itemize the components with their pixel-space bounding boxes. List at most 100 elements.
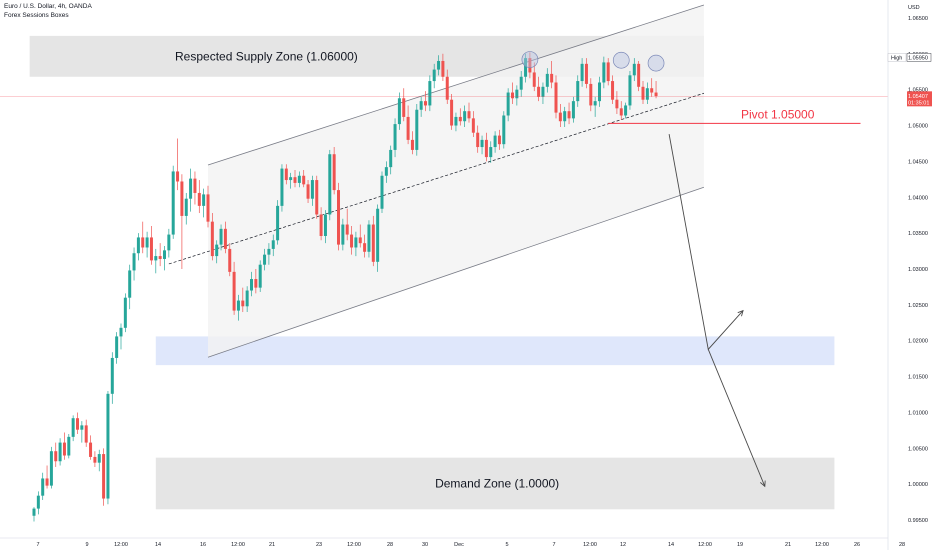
candle-body [445,76,449,100]
candle-body [319,214,323,237]
candle-body [332,154,336,191]
current-price-label: 1.05407 [908,94,928,100]
candle-body [567,111,571,119]
y-tick-label: 1.03500 [908,231,928,237]
candle-body [136,237,140,254]
x-tick-label: 12:00 [347,542,361,548]
demand-zone-label: Demand Zone (1.0000) [435,476,559,490]
candle-body [415,109,419,150]
candle-body [115,336,119,358]
x-tick-label: 28 [899,542,905,548]
candle-body [41,478,45,496]
current-price-tag [907,91,932,107]
candle-body [515,89,519,99]
candle-body [45,478,49,486]
y-tick-label: 1.05500 [908,88,928,94]
candle-body [97,454,101,463]
x-tick-label: 21 [785,542,791,548]
candle-body [410,139,414,150]
candle-body [67,436,71,456]
candle-body [628,75,632,106]
candle-body [519,76,523,90]
projection-down-path [707,349,765,486]
countdown-label: 01:35:01 [908,100,929,106]
overlay-layer: Pivot 1.05000 [0,51,932,487]
candle-body [441,60,445,77]
chart-symbol-title: Euro / U.S. Dollar, 4h, OANDA [4,3,92,10]
candle-body [641,86,645,100]
candle-body [49,451,53,486]
candle-body [493,135,497,148]
candle-body [424,101,427,106]
candle-body [241,300,245,307]
candle-body [598,82,601,102]
candle-body [110,357,114,394]
candle-body [93,456,97,463]
channel-lower-line [207,186,705,358]
supply-zone-label: Respected Supply Zone (1.06000) [175,49,358,63]
candle-body [502,115,506,145]
candle-body [363,243,367,252]
candle-body [315,180,319,215]
candle-body [624,105,628,116]
candle-body [32,508,36,516]
candle-body [376,208,380,262]
x-tick-label: 16 [200,542,206,548]
candle-body [163,250,166,259]
candle-body [454,116,458,126]
x-tick-label: 23 [316,542,322,548]
x-tick-label: 9 [85,542,88,548]
y-tick-label: 1.02500 [908,303,928,309]
candle-body [219,228,223,245]
candle-body [476,132,480,148]
candle-body [228,248,232,272]
candle-body [402,98,406,117]
candle-body [276,205,280,241]
candle-body [428,81,432,106]
high-value-label: 1.05950 [908,55,928,61]
price-axis-bg [888,0,932,550]
candle-body [197,192,201,206]
x-tick-label: 5 [505,542,508,548]
candle-body [206,194,210,222]
x-tick-label: 12:00 [583,542,597,548]
candle-body [84,425,88,443]
candle-body [58,442,62,462]
candle-body [537,86,541,97]
candle-body [550,73,554,83]
candle-body [463,111,467,122]
x-tick-label: 12 [620,542,626,548]
y-tick-label: 1.06500 [908,16,928,22]
candle-body [558,112,562,122]
candle-body [506,92,510,116]
candle-body [458,116,462,122]
candle-body [250,279,253,291]
candle-body [337,190,340,245]
candle-body [215,244,219,257]
candle-body [280,168,284,206]
x-tick-label: 14 [668,542,674,548]
x-tick-label: 14 [155,542,161,548]
candle-body [210,221,214,257]
candle-body [419,101,423,110]
y-tick-label: 0.99500 [908,518,928,524]
high-tag-box [887,53,907,62]
candle-body [397,98,401,125]
candle-body [293,177,297,183]
candles-layer [32,52,658,522]
candle-body [341,224,345,245]
candle-body [650,88,654,93]
x-tick-label: 28 [387,542,393,548]
y-tick-label: 1.02000 [908,339,928,345]
candle-body [467,111,471,119]
channel-fill [208,5,704,358]
support-zone [155,336,835,366]
candle-body [471,118,475,133]
candle-body [615,99,619,109]
x-tick-label: 12:00 [698,542,712,548]
x-tick-label: 7 [36,542,39,548]
candle-body [554,82,558,113]
candle-body [367,224,371,252]
candle-body [654,92,658,97]
